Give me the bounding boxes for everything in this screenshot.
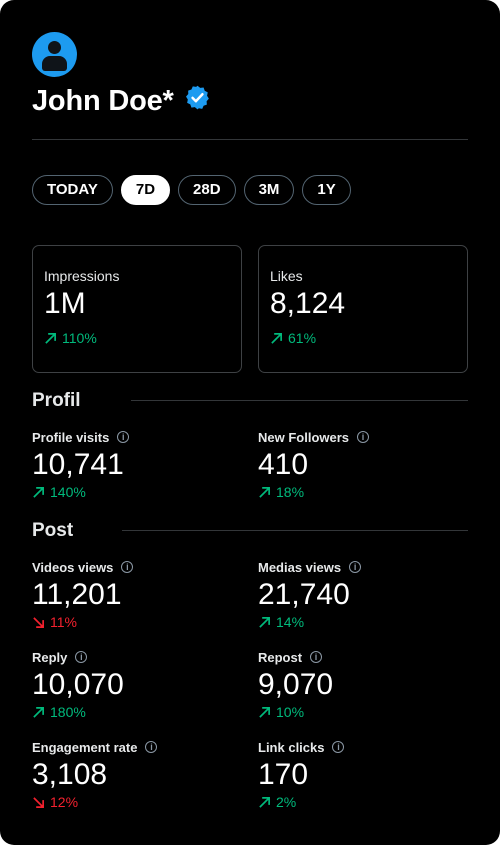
arrow-up-right-icon <box>259 616 270 628</box>
metric-repost: Repost i 9,070 10% <box>258 649 458 721</box>
header-divider <box>32 139 468 140</box>
section-title-post: Post <box>32 520 74 541</box>
videos-views-value: 11,201 <box>32 578 122 611</box>
info-icon[interactable]: i <box>121 561 134 573</box>
medias-views-change-value: 14% <box>276 614 305 630</box>
arrow-up-right-icon <box>45 332 56 344</box>
reply-change-value: 180% <box>50 704 86 720</box>
impressions-change: 110% <box>44 330 97 346</box>
metric-label-row: Reply i <box>32 649 232 665</box>
link-clicks-value: 170 <box>258 758 309 791</box>
metric-new-followers: New Followers i 410 18% <box>258 429 458 500</box>
metric-label-row: Engagement rate i <box>32 739 232 755</box>
arrow-up-right-icon <box>33 486 44 498</box>
tab-7d[interactable]: 7D <box>120 175 171 205</box>
medias-views-label: Medias views <box>258 559 342 575</box>
tab-3m[interactable]: 3M <box>243 175 295 205</box>
info-icon[interactable]: i <box>75 651 88 663</box>
link-clicks-change: 2% <box>258 794 458 810</box>
arrow-up-right-icon <box>259 486 270 498</box>
likes-change: 61% <box>270 330 316 346</box>
profil-divider <box>131 400 468 401</box>
medias-views-value: 21,740 <box>258 578 350 611</box>
post-divider <box>122 530 468 531</box>
new-followers-label: New Followers <box>258 429 350 445</box>
metric-label-row: Videos views i <box>32 559 232 575</box>
metric-link-clicks: Link clicks i 170 2% <box>258 739 458 810</box>
impressions-value: 1M <box>44 287 86 320</box>
arrow-up-right-icon <box>33 706 44 718</box>
reply-label: Reply <box>32 649 68 665</box>
info-icon[interactable]: i <box>145 741 158 753</box>
tab-28d[interactable]: 28D <box>178 175 236 205</box>
tab-1y[interactable]: 1Y <box>302 175 351 205</box>
arrow-up-right-icon <box>271 332 282 344</box>
profile-header: John Doe* <box>32 85 211 118</box>
metric-label-row: Repost i <box>258 649 458 665</box>
profile-visits-change-value: 140% <box>50 484 86 500</box>
info-icon[interactable]: i <box>357 431 370 443</box>
videos-views-label: Videos views <box>32 559 114 575</box>
metric-label-row: Profile visits i <box>32 429 232 445</box>
metric-medias-views: Medias views i 21,740 14% <box>258 559 458 630</box>
tab-today[interactable]: TODAY <box>32 175 113 205</box>
verified-badge-icon <box>185 85 209 110</box>
engagement-rate-change-value: 12% <box>50 794 79 810</box>
profile-visits-change: 140% <box>32 484 232 500</box>
new-followers-value: 410 <box>258 448 309 481</box>
new-followers-change: 18% <box>258 484 458 500</box>
info-icon[interactable]: i <box>117 431 130 443</box>
videos-views-change-value: 11% <box>50 614 77 630</box>
likes-label: Likes <box>270 268 303 284</box>
arrow-down-right-icon <box>33 796 44 808</box>
repost-value: 9,070 <box>258 668 334 701</box>
impressions-change-value: 110% <box>62 330 97 346</box>
arrow-up-right-icon <box>259 706 270 718</box>
reply-value: 10,070 <box>32 668 124 701</box>
metric-profile-visits: Profile visits i 10,741 140% <box>32 429 232 500</box>
user-avatar-icon[interactable] <box>32 32 77 77</box>
arrow-down-right-icon <box>33 616 44 628</box>
arrow-up-right-icon <box>259 796 270 808</box>
repost-change: 10% <box>258 704 458 720</box>
section-title-profil: Profil <box>32 390 81 411</box>
info-icon[interactable]: i <box>349 561 362 573</box>
repost-change-value: 10% <box>276 704 305 720</box>
likes-card: Likes 8,124 61% <box>258 245 468 373</box>
engagement-rate-value: 3,108 <box>32 758 108 791</box>
metric-label-row: Medias views i <box>258 559 458 575</box>
time-range-tabs: TODAY 7D 28D 3M 1Y <box>32 175 351 205</box>
profile-name: John Doe* <box>32 85 174 117</box>
likes-value: 8,124 <box>270 287 346 320</box>
metric-label-row: New Followers i <box>258 429 458 445</box>
engagement-rate-change: 12% <box>32 794 232 810</box>
metric-label-row: Link clicks i <box>258 739 458 755</box>
new-followers-change-value: 18% <box>276 484 305 500</box>
info-icon[interactable]: i <box>310 651 323 663</box>
profile-visits-label: Profile visits <box>32 429 110 445</box>
videos-views-change: 11% <box>32 614 232 630</box>
engagement-rate-label: Engagement rate <box>32 739 138 755</box>
profile-visits-value: 10,741 <box>32 448 124 481</box>
link-clicks-label: Link clicks <box>258 739 325 755</box>
likes-change-value: 61% <box>288 330 317 346</box>
repost-label: Repost <box>258 649 303 665</box>
metric-reply: Reply i 10,070 180% <box>32 649 232 721</box>
metric-videos-views: Videos views i 11,201 11% <box>32 559 232 630</box>
reply-change: 180% <box>32 704 232 720</box>
avatar-head-shape <box>48 41 61 54</box>
info-icon[interactable]: i <box>332 741 345 753</box>
impressions-card: Impressions 1M 110% <box>32 245 242 373</box>
medias-views-change: 14% <box>258 614 458 630</box>
link-clicks-change-value: 2% <box>276 794 297 810</box>
metric-engagement-rate: Engagement rate i 3,108 12% <box>32 739 232 810</box>
avatar-body-shape <box>42 56 67 71</box>
impressions-label: Impressions <box>44 268 120 284</box>
